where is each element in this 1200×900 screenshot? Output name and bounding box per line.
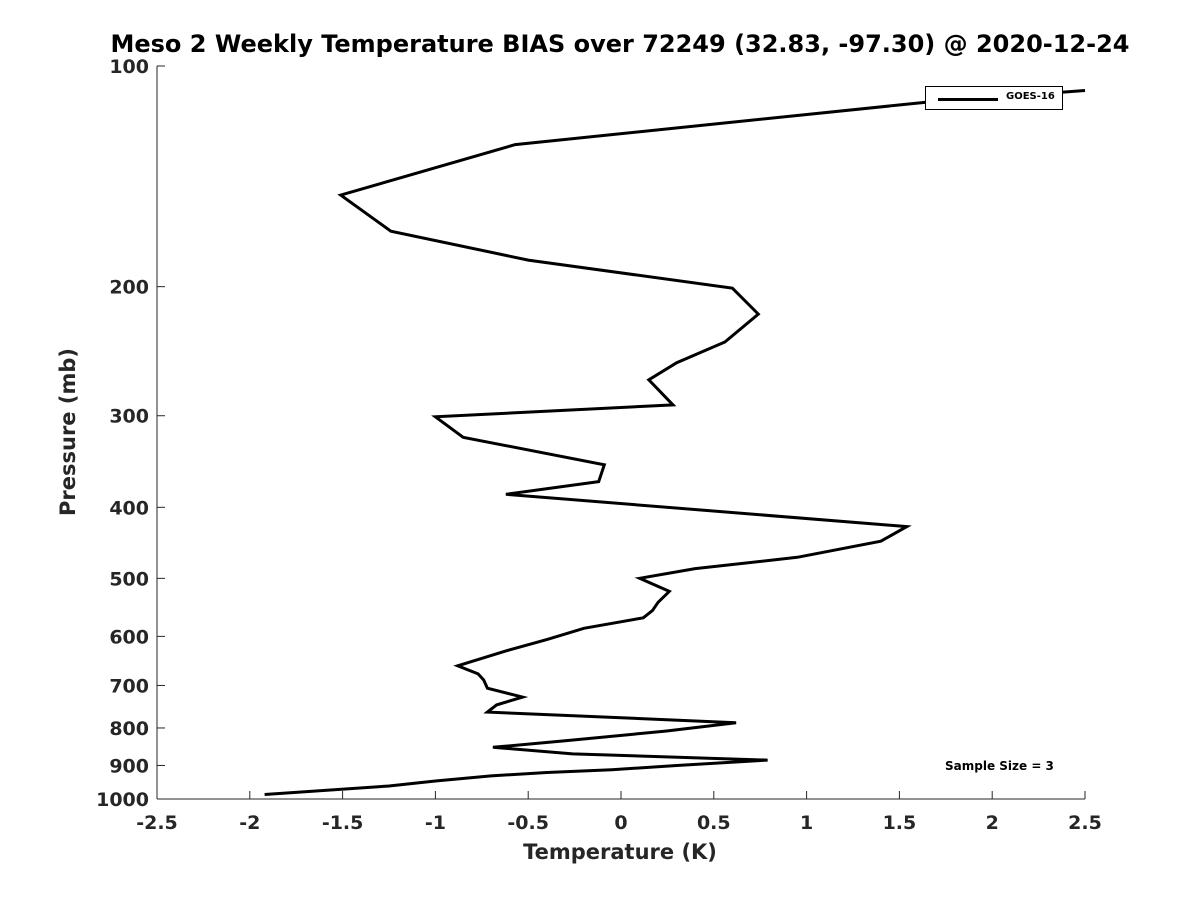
x-tick-label: 0.5: [697, 812, 731, 834]
y-tick-label: 100: [109, 56, 149, 78]
y-tick-label: 900: [109, 755, 149, 777]
y-tick-label: 500: [109, 568, 149, 590]
series-layer: [264, 89, 1086, 796]
x-tick-label: 2: [986, 812, 999, 834]
legend: GOES-16: [925, 86, 1063, 110]
x-tick-label: -2: [239, 812, 260, 834]
x-tick-label: 1: [800, 812, 813, 834]
x-tick-label: -0.5: [507, 812, 549, 834]
y-tick-label: 700: [109, 675, 149, 697]
y-ticks: 100 200 300 400 500 600 700 800 900 1000: [96, 56, 165, 811]
y-tick-label: 1000: [96, 789, 149, 811]
x-tick-label: 2.5: [1068, 812, 1102, 834]
x-tick-label: -2.5: [136, 812, 178, 834]
x-ticks: -2.5 -2 -1.5 -1 -0.5 0 0.5 1 1.5 2 2.5: [136, 791, 1102, 834]
x-tick-label: 1.5: [883, 812, 917, 834]
x-axis-label: Temperature (K): [523, 840, 717, 864]
axes: [156, 66, 1085, 800]
x-tick-label: -1.5: [322, 812, 364, 834]
chart-title: Meso 2 Weekly Temperature BIAS over 7224…: [110, 30, 1130, 58]
legend-label: GOES-16: [1006, 91, 1055, 102]
y-tick-label: 800: [109, 718, 149, 740]
y-tick-label: 400: [109, 497, 149, 519]
y-tick-label: 600: [109, 626, 149, 648]
x-tick-label: 0: [614, 812, 627, 834]
legend-line-swatch: [938, 98, 998, 101]
sample-size-annotation: Sample Size = 3: [945, 759, 1054, 773]
y-tick-label: 200: [109, 277, 149, 299]
x-tick-label: -1: [425, 812, 446, 834]
y-tick-label: 300: [109, 406, 149, 428]
y-axis-label: Pressure (mb): [56, 348, 80, 516]
series-line-goes-16: [264, 89, 1086, 796]
